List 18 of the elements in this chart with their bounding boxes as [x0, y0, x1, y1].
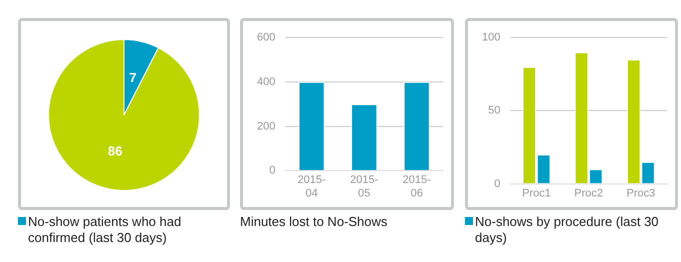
x-tick-label: 2015-04 [298, 174, 326, 200]
legend-label: No-show patients who had confirmed (last 30 days) [28, 214, 182, 246]
y-tick-label: 600 [256, 32, 276, 44]
y-tick-label: 50 [488, 104, 500, 117]
y-tick-label: 200 [256, 120, 276, 132]
y-tick-label: 0 [269, 164, 276, 177]
data-label: 7 [129, 70, 136, 85]
x-tick-label: Proc2 [574, 187, 604, 200]
x-tick-label: 2015-06 [402, 174, 432, 200]
y-tick-label: 0 [494, 178, 500, 190]
data-label: 86 [108, 143, 122, 158]
x-tick-label: 2015-05 [350, 174, 379, 200]
text: Minutes lost to No-Shows [240, 214, 388, 230]
y-tick-label: 400 [256, 76, 276, 88]
x-tick-label: Proc3 [626, 187, 656, 200]
x-tick-label: Proc1 [522, 187, 551, 200]
y-tick-label: 100 [482, 32, 500, 44]
legend-label: No-shows by procedure (last 30 days) [475, 214, 660, 246]
